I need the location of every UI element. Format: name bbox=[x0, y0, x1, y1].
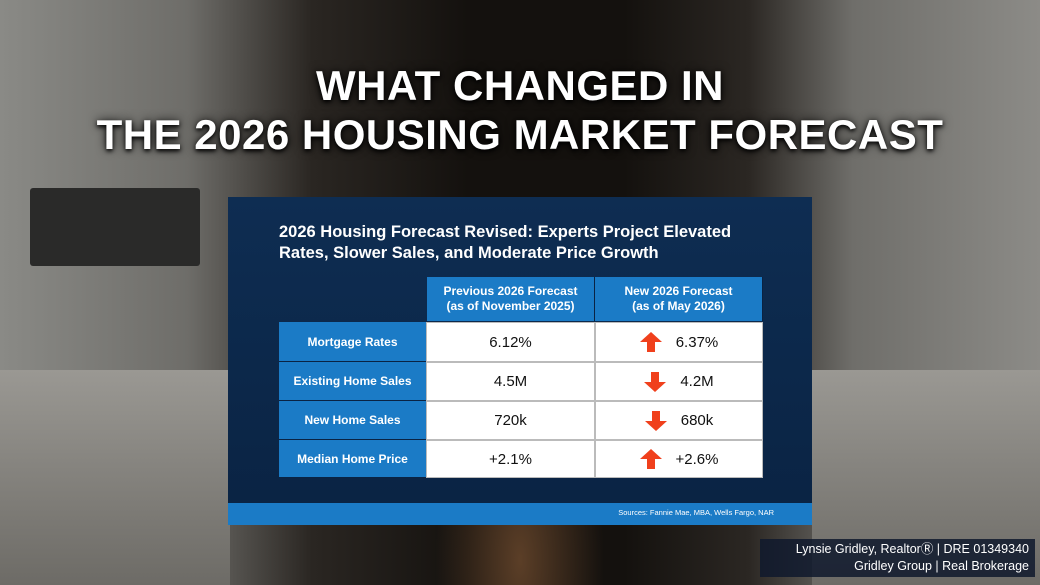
trend-arrow bbox=[639, 332, 662, 352]
headline: WHAT CHANGED IN bbox=[315, 62, 725, 109]
new-value: 4.2M bbox=[680, 373, 714, 390]
source-bar: Sources: Fannie Mae, MBA, Wells Fargo, N… bbox=[228, 503, 812, 525]
credit: Lynsie Gridley, RealtorⓇ | DRE 01349340 … bbox=[760, 539, 1035, 577]
arrow-shape bbox=[639, 332, 662, 352]
previous-value: +2.1% bbox=[426, 440, 595, 478]
new-value-cell: 4.2M bbox=[595, 362, 763, 401]
credit-line: Lynsie Gridley, RealtorⓇ | DRE 01349340 bbox=[795, 542, 1029, 556]
headline: THE 2026 HOUSING MARKET FORECAST bbox=[96, 111, 944, 158]
new-value: 6.37% bbox=[675, 333, 719, 351]
new-value-cell: 6.37% bbox=[595, 322, 763, 362]
header-line: Previous 2026 Forecast bbox=[443, 284, 578, 298]
credit-line: Gridley Group | Real Brokerage bbox=[854, 559, 1029, 573]
header-line: (as of November 2025) bbox=[446, 299, 575, 313]
card-title: 2026 Housing Forecast Revised: Experts P… bbox=[279, 223, 732, 241]
trend-arrow bbox=[644, 371, 667, 392]
row-label: Median Home Price bbox=[279, 440, 426, 478]
new-value-cell: +2.6% bbox=[595, 440, 763, 478]
arrow-shape bbox=[639, 449, 662, 469]
column-header: Previous 2026 Forecast (as of November 2… bbox=[427, 277, 595, 321]
source: Sources: Fannie Mae, MBA, Wells Fargo, N… bbox=[618, 508, 774, 517]
card-title: Rates, Slower Sales, and Moderate Price … bbox=[279, 244, 659, 262]
header-line: New 2026 Forecast bbox=[624, 284, 733, 298]
row-label: New Home Sales bbox=[279, 401, 426, 440]
arrow-shape bbox=[644, 371, 667, 392]
stone-wall bbox=[0, 370, 230, 585]
new-value: +2.6% bbox=[675, 450, 719, 468]
trend-arrow bbox=[639, 449, 662, 469]
new-value-cell: 680k bbox=[595, 401, 763, 440]
arrow-shape bbox=[644, 410, 667, 431]
previous-value: 720k bbox=[426, 401, 595, 440]
previous-value: 4.5M bbox=[426, 362, 595, 401]
forecast-card: 2026 Housing Forecast Revised: Experts P… bbox=[228, 197, 812, 525]
column-header: New 2026 Forecast (as of May 2026) bbox=[595, 277, 763, 321]
previous-value: 6.12% bbox=[426, 322, 595, 362]
mailbox bbox=[30, 188, 200, 266]
row-label: Mortgage Rates bbox=[279, 322, 426, 362]
header-line: (as of May 2026) bbox=[632, 299, 725, 313]
new-value: 680k bbox=[680, 412, 714, 429]
trend-arrow bbox=[644, 410, 667, 431]
row-label: Existing Home Sales bbox=[279, 362, 426, 401]
